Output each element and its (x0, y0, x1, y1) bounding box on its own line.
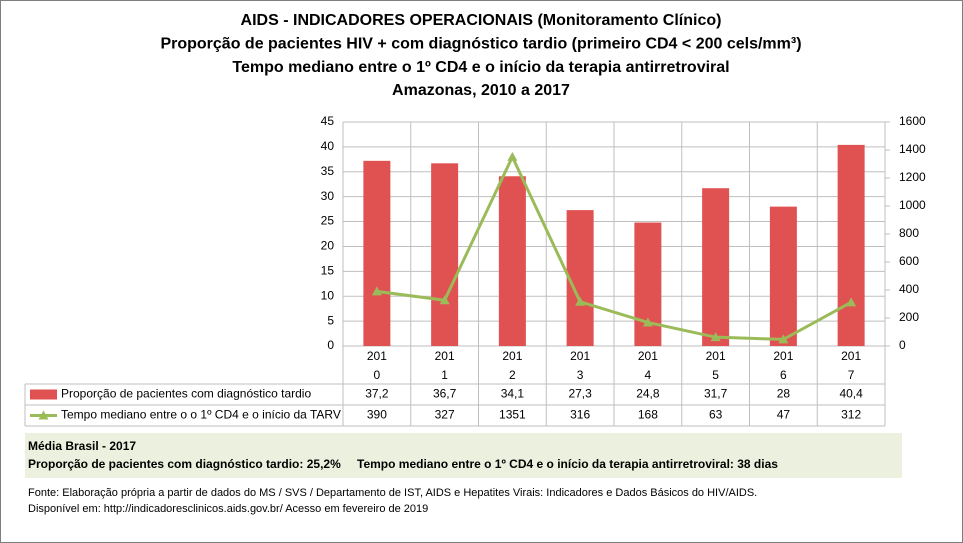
table-value: 27,3 (568, 387, 592, 401)
bar (431, 163, 459, 346)
table-value: 1351 (499, 408, 526, 422)
y2-tick-label: 1000 (899, 198, 926, 212)
y-tick-label: 20 (321, 239, 335, 253)
x-tick-label: 2011 (434, 349, 455, 382)
x-tick-label: 2012 (502, 349, 523, 382)
y-tick-label: 45 (321, 114, 335, 128)
y2-tick-label: 800 (899, 226, 919, 240)
y2-tick-label: 1400 (899, 142, 926, 156)
line-marker (439, 295, 450, 305)
table-value: 47 (777, 408, 791, 422)
table-value: 63 (709, 408, 723, 422)
x-tick-label-box: 2013 (570, 349, 591, 382)
x-tick-label-box: 2014 (637, 349, 658, 382)
footer-line: Disponível em: http://indicadoresclinico… (28, 503, 428, 515)
bar (837, 144, 865, 346)
table-value: 390 (367, 408, 387, 422)
table-value: 316 (570, 408, 590, 422)
bar (498, 176, 526, 346)
summary-box (25, 433, 902, 478)
x-tick-label-box: 2011 (434, 349, 455, 382)
bar (702, 188, 730, 346)
table-value: 327 (435, 408, 455, 422)
y-tick-label: 25 (321, 214, 335, 228)
x-tick-label: 2014 (637, 349, 658, 382)
bar (634, 222, 662, 346)
y-tick-label: 35 (321, 164, 335, 178)
legend-label: Tempo mediano entre o o 1º CD4 e o iníci… (61, 408, 341, 422)
y2-tick-label: 0 (899, 338, 906, 352)
table-value: 36,7 (433, 387, 457, 401)
x-tick-label-box: 2010 (366, 349, 387, 382)
line-marker (710, 332, 721, 342)
chart-title: Tempo mediano entre o 1º CD4 e o início … (232, 59, 729, 76)
x-tick-label: 2015 (705, 349, 726, 382)
x-tick-label-box: 2016 (773, 349, 794, 382)
chart-title: Proporção de pacientes HIV + com diagnós… (160, 36, 801, 53)
y-tick-label: 40 (321, 139, 335, 153)
x-tick-label: 2016 (773, 349, 794, 382)
y2-tick-label: 1600 (899, 114, 926, 128)
chart-title: Amazonas, 2010 a 2017 (392, 82, 570, 99)
bar (363, 160, 391, 346)
line-marker (507, 151, 518, 161)
y-tick-label: 10 (321, 288, 335, 302)
x-tick-label-box: 2015 (705, 349, 726, 382)
legend-key (30, 389, 57, 400)
x-tick-label: 2010 (366, 349, 387, 382)
table-value: 168 (638, 408, 658, 422)
line-marker (371, 286, 382, 296)
legend-key-marker (38, 410, 49, 420)
y-tick-label: 5 (327, 313, 334, 327)
x-tick-label: 2017 (841, 349, 862, 382)
bar (566, 210, 594, 346)
x-tick-label-box: 2012 (502, 349, 523, 382)
legend-label: Proporção de pacientes com diagnóstico t… (61, 387, 311, 401)
x-tick-label: 2013 (570, 349, 591, 382)
x-tick-label-box: 2017 (841, 349, 862, 382)
table-value: 34,1 (501, 387, 525, 401)
summary-title: Média Brasil - 2017 (28, 439, 136, 453)
table-value: 31,7 (704, 387, 728, 401)
table-value: 37,2 (365, 387, 389, 401)
line (376, 153, 852, 341)
y2-tick-label: 600 (899, 254, 919, 268)
table-value: 40,4 (839, 387, 863, 401)
table-value: 24,8 (636, 387, 660, 401)
summary-line: Tempo mediano entre o 1º CD4 e o início … (357, 457, 778, 471)
y-tick-label: 0 (327, 338, 334, 352)
y-tick-label: 30 (321, 189, 335, 203)
line-marker (778, 334, 789, 344)
y-tick-label: 15 (321, 264, 335, 278)
y2-tick-label: 1200 (899, 170, 926, 184)
summary-line: Proporção de pacientes com diagnóstico t… (28, 457, 341, 471)
chart-title: AIDS - INDICADORES OPERACIONAIS (Monitor… (241, 12, 722, 29)
footer-line: Fonte: Elaboração própria a partir de da… (28, 487, 757, 499)
bar (769, 206, 797, 346)
y2-tick-label: 200 (899, 310, 919, 324)
table-value: 312 (841, 408, 861, 422)
line-marker (642, 317, 653, 327)
y2-tick-label: 400 (899, 282, 919, 296)
table-value: 28 (777, 387, 791, 401)
line-marker (846, 297, 857, 307)
line-marker (575, 296, 586, 306)
